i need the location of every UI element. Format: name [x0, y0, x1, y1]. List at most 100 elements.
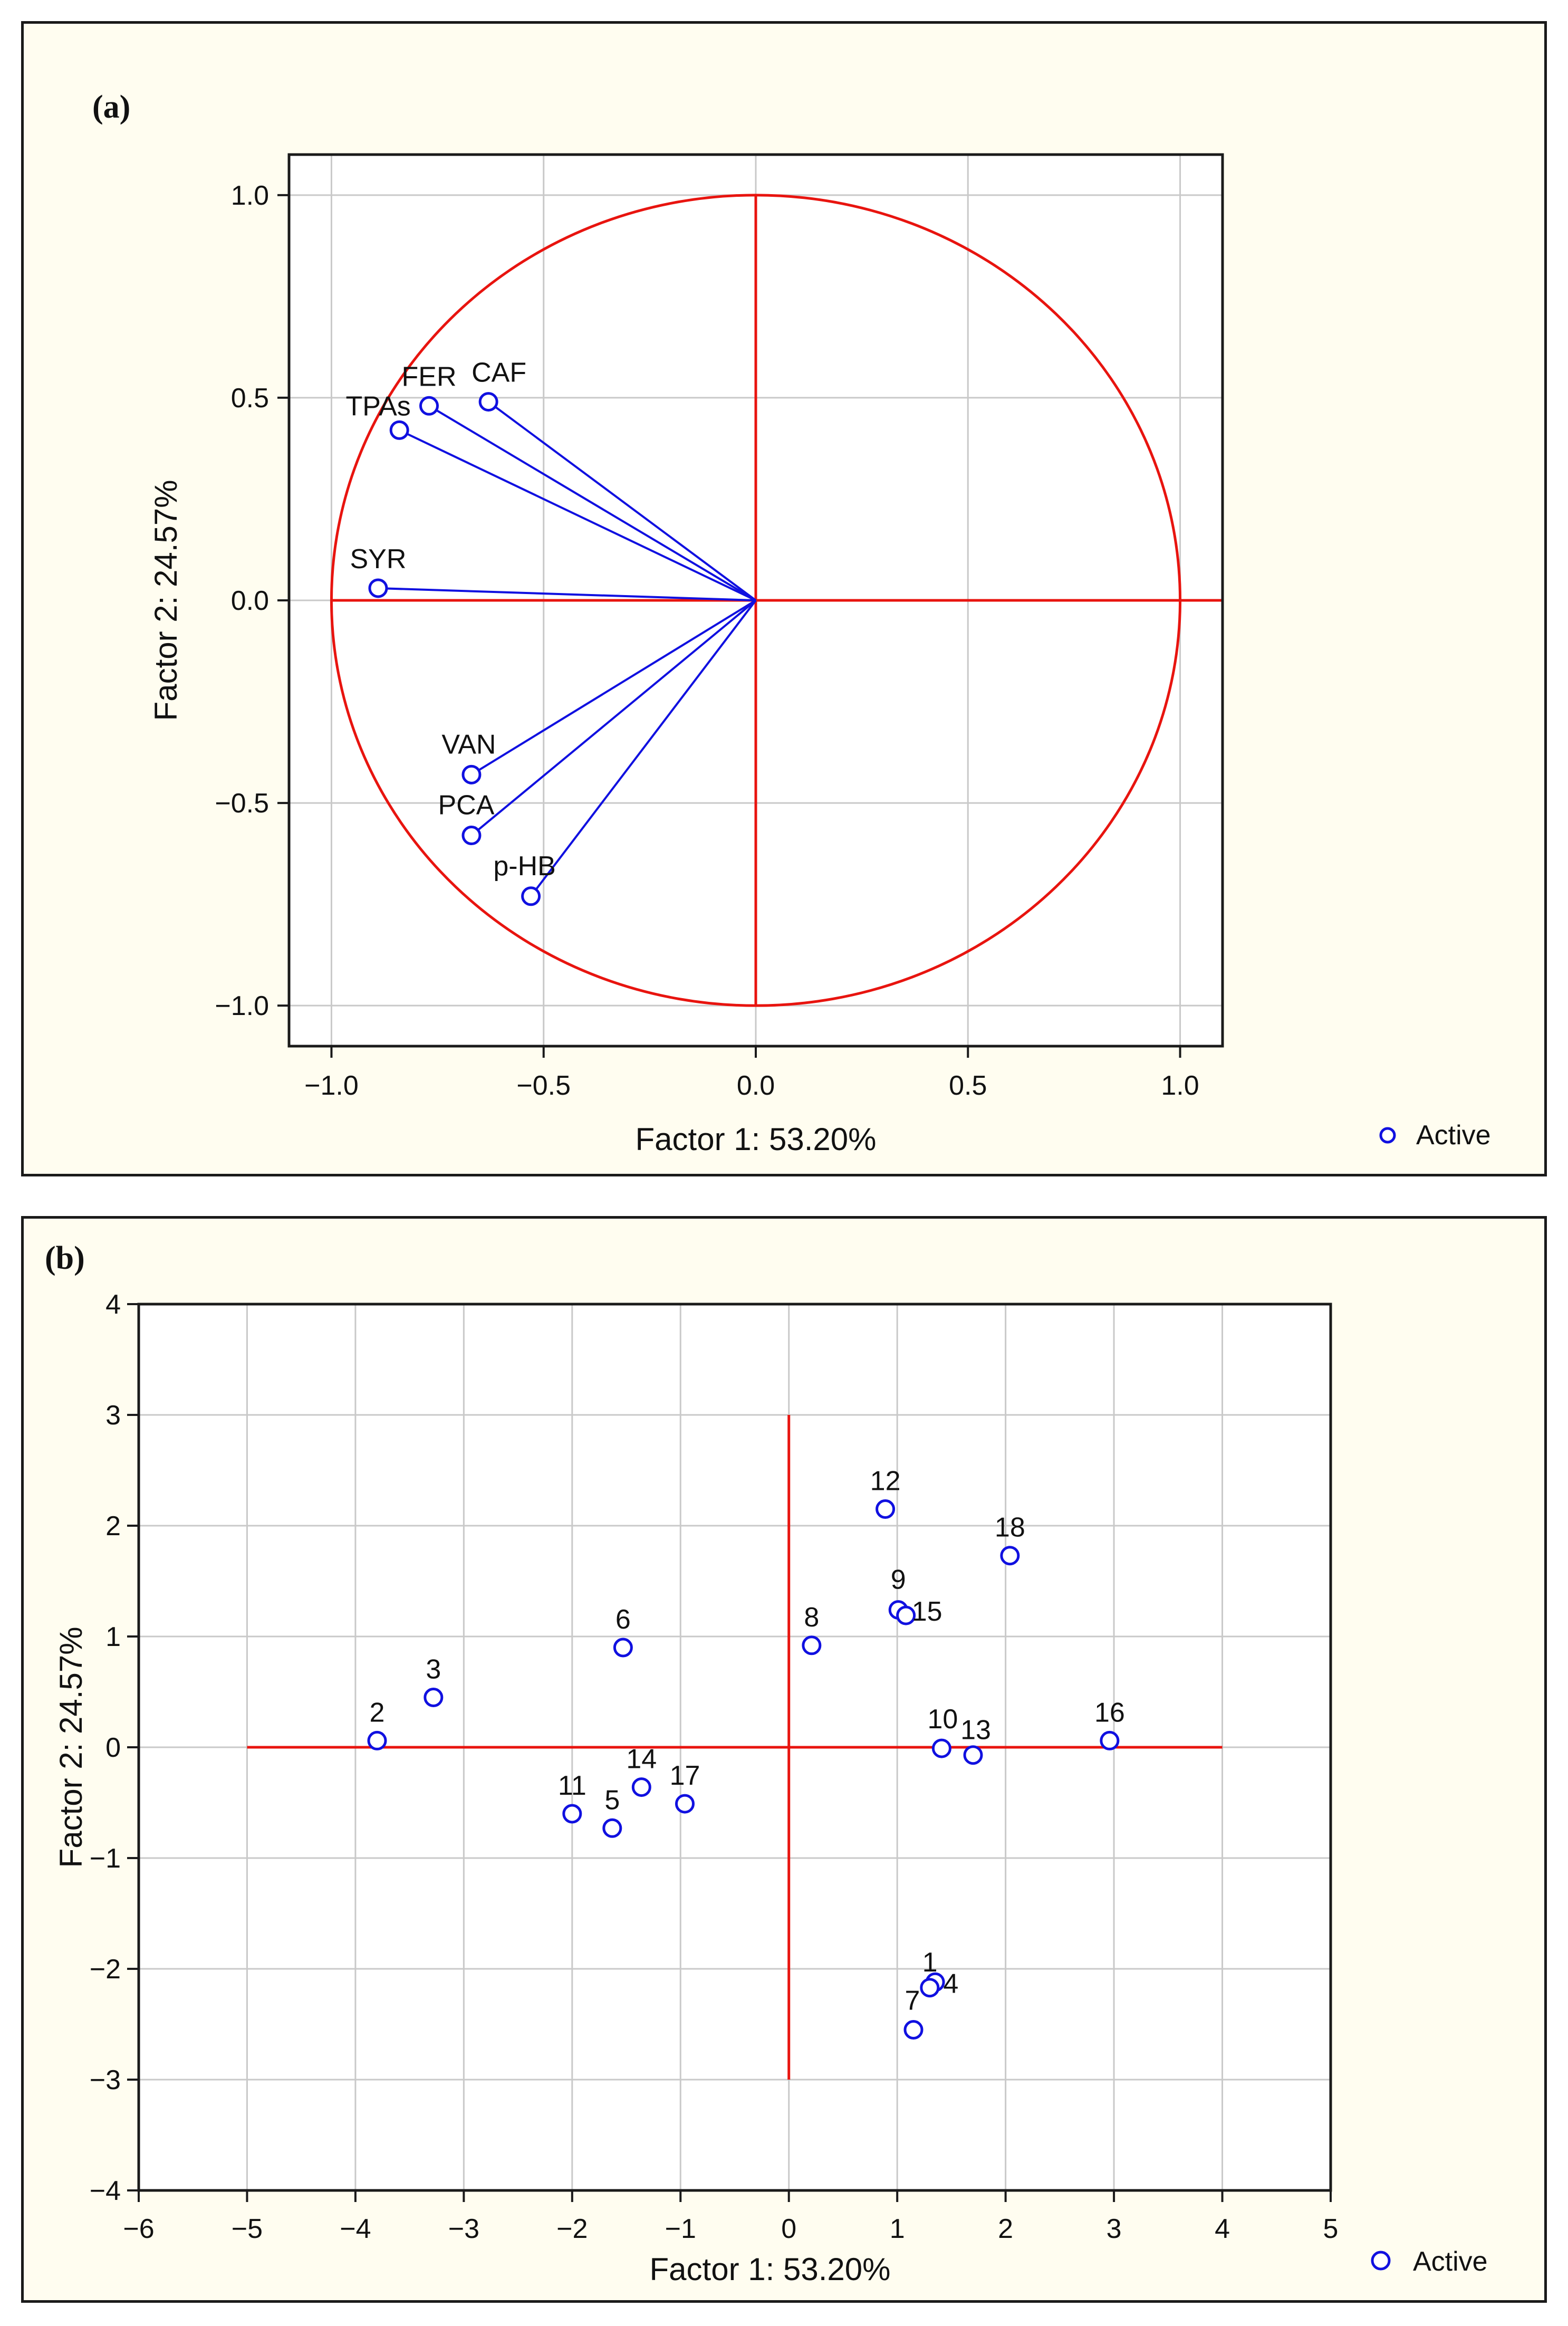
- x-tick-label-b: 3: [1107, 2214, 1122, 2244]
- panel-a-loading-plot: (a) −1.0 −0.5 0.0 0.5 1.0 −1.0 −0.5 0.0 0.5 1.0 FER…: [21, 21, 1547, 1176]
- data-point: [802, 1635, 822, 1655]
- data-point: [368, 578, 388, 598]
- data-point: [876, 1499, 896, 1519]
- y-tick-label-b: 3: [105, 1400, 121, 1431]
- data-label: 11: [558, 1770, 586, 1801]
- data-point: [389, 420, 409, 440]
- panel-label-b: (b): [45, 1240, 85, 1276]
- data-label: 16: [1094, 1697, 1125, 1728]
- data-label: 15: [912, 1596, 942, 1627]
- x-tick-label-b: −3: [448, 2214, 479, 2244]
- x-tick-label-b: −2: [556, 2214, 588, 2244]
- panel-label-a: (a): [92, 89, 130, 125]
- x-tick-label-a: −0.5: [516, 1070, 571, 1101]
- data-label: 1: [922, 1947, 938, 1978]
- y-tick-label-b: 1: [105, 1622, 121, 1652]
- y-tick-label-b: −2: [90, 1954, 121, 1985]
- data-label: 8: [804, 1602, 819, 1633]
- data-point: [478, 392, 498, 412]
- x-tick-label-b: 0: [781, 2214, 796, 2244]
- data-point: [1000, 1546, 1020, 1566]
- data-label: 9: [891, 1565, 906, 1595]
- data-point: [903, 2020, 924, 2040]
- data-point: [920, 1978, 940, 1998]
- y-tick-label-b: 2: [105, 1511, 121, 1542]
- y-tick-label-b: −3: [90, 2065, 121, 2095]
- data-point: [675, 1794, 695, 1814]
- y-tick-label-a: −1.0: [215, 991, 269, 1021]
- panel-b-score-plot: (b) −6 −5 −4 −3 −2 −1 0 1 2 3 4 5 −4 −3 −2 −1 0 1 2 3 4 1 2 3 4 5 6…: [21, 1216, 1547, 2303]
- y-axis-title-a: Factor 2: 24.57%: [148, 480, 184, 721]
- data-label: 18: [995, 1513, 1025, 1543]
- loading-vector: [399, 429, 756, 601]
- x-tick-label-a: 0.0: [737, 1070, 775, 1101]
- x-tick-label-b: −6: [123, 2214, 154, 2244]
- data-label: 12: [870, 1466, 901, 1497]
- plot-frame-a: [287, 153, 1224, 1048]
- loading-vector: [470, 599, 757, 776]
- x-tick-label-b: 4: [1215, 2214, 1230, 2244]
- data-point: [602, 1818, 622, 1838]
- x-tick-label-b: 1: [890, 2214, 905, 2244]
- x-tick-label-b: −5: [232, 2214, 263, 2244]
- x-tick-label-b: −4: [340, 2214, 371, 2244]
- data-label: 14: [626, 1744, 657, 1775]
- data-label: TPAs: [346, 391, 411, 422]
- data-label: VAN: [441, 729, 496, 760]
- data-label: 7: [905, 1986, 920, 2016]
- loading-vector: [428, 405, 757, 601]
- data-point: [521, 886, 541, 906]
- x-tick-label-b: −1: [665, 2214, 696, 2244]
- x-tick-label-a: 0.5: [949, 1070, 987, 1101]
- x-axis-title-b: Factor 1: 53.20%: [650, 2252, 891, 2287]
- data-point: [419, 396, 439, 416]
- y-tick-label-a: −0.5: [215, 788, 269, 819]
- x-axis-title-a: Factor 1: 53.20%: [636, 1122, 877, 1157]
- x-tick-label-b: 2: [998, 2214, 1013, 2244]
- data-point: [562, 1804, 582, 1824]
- x-tick-label-b: 5: [1323, 2214, 1339, 2244]
- y-tick-label-b: −4: [90, 2176, 121, 2206]
- data-label: CAF: [472, 358, 526, 388]
- data-label: 6: [615, 1604, 631, 1635]
- data-label: 4: [943, 1969, 958, 1999]
- data-point: [424, 1688, 444, 1707]
- score-plot-svg: (b)−6 −5 −4 −3 −2 −1 0 1 2 3 4 5−4−3−2−101234123456…: [45, 1240, 1488, 2287]
- loading-vector: [470, 599, 757, 837]
- data-point: [613, 1638, 633, 1658]
- legend-label-a: Active: [1416, 1120, 1491, 1151]
- data-label: 2: [370, 1697, 385, 1728]
- y-tick-label-b: −1: [90, 1843, 121, 1874]
- data-label: p-HB: [493, 851, 555, 882]
- data-point: [896, 1605, 916, 1625]
- loading-vector: [378, 587, 756, 601]
- data-point: [367, 1730, 387, 1750]
- loading-vector: [487, 400, 757, 601]
- data-label: 3: [426, 1654, 441, 1685]
- data-point: [1100, 1730, 1120, 1750]
- y-tick-label-a: 0.5: [231, 383, 269, 414]
- data-point: [461, 826, 482, 846]
- data-point: [931, 1738, 951, 1758]
- x-tick-label-a: −1.0: [304, 1070, 359, 1101]
- data-label: SYR: [350, 544, 406, 575]
- data-label: 5: [604, 1785, 620, 1815]
- y-tick-label-a: 0.0: [231, 586, 269, 616]
- y-tick-label-b: 4: [105, 1289, 121, 1320]
- data-label: 10: [927, 1704, 958, 1735]
- legend-label-b: Active: [1413, 2246, 1488, 2277]
- data-label: 13: [960, 1715, 991, 1746]
- plot-frame-b: [137, 1303, 1332, 2192]
- legend-marker-b: [1371, 2251, 1391, 2271]
- data-label: 17: [670, 1760, 700, 1791]
- data-label: PCA: [438, 790, 494, 821]
- loading-plot-svg: (a) −1.0 −0.5 0.0 0.5 1.0 −1.0 −0.5 0.0 0.5 1.0 FER…: [92, 89, 1491, 1157]
- y-tick-label-b: 0: [105, 1732, 121, 1763]
- data-label: FER: [402, 361, 457, 392]
- y-axis-title-b: Factor 2: 24.57%: [53, 1627, 89, 1868]
- y-tick-label-a: 1.0: [231, 180, 269, 211]
- legend-marker-a: [1379, 1127, 1396, 1144]
- data-point: [631, 1777, 651, 1797]
- data-point: [461, 764, 482, 784]
- x-tick-label-a: 1.0: [1161, 1070, 1199, 1101]
